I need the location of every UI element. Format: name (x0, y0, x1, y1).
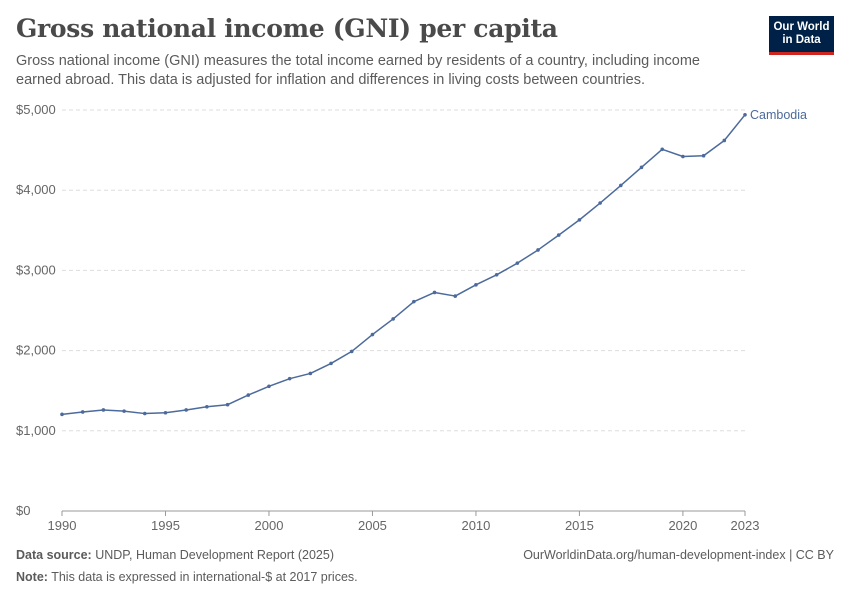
data-point (701, 153, 706, 158)
data-point (536, 248, 540, 252)
data-point (329, 361, 333, 366)
data-point (743, 113, 747, 117)
logo-line-1: Our World (773, 21, 830, 33)
data-point (412, 299, 416, 304)
data-point (639, 165, 644, 170)
data-point (205, 404, 209, 409)
data-point (80, 410, 85, 414)
y-tick-label: $4,000 (16, 182, 56, 197)
data-point (370, 332, 375, 337)
data-point (619, 183, 623, 188)
data-point (598, 201, 602, 205)
data-point (453, 294, 458, 298)
data-point (267, 384, 271, 389)
data-point (101, 408, 106, 412)
note-text: This data is expressed in international-… (51, 570, 358, 584)
data-point (556, 233, 561, 237)
data-source: Data source: UNDP, Human Development Rep… (16, 548, 334, 562)
data-source-link[interactable]: UNDP, Human Development Report (2025) (95, 548, 334, 562)
data-point (142, 411, 147, 416)
data-point (225, 402, 230, 407)
y-tick-label: $2,000 (16, 343, 56, 358)
y-tick-label: $5,000 (16, 102, 56, 117)
owid-logo[interactable]: Our World in Data (769, 16, 834, 55)
data-point (494, 273, 499, 277)
y-tick-label: $3,000 (16, 262, 56, 277)
chart-note: Note: This data is expressed in internat… (16, 570, 358, 584)
data-point (660, 147, 665, 152)
logo-line-2: in Data (782, 34, 821, 46)
x-tick-label: 2020 (668, 518, 697, 533)
data-point (246, 393, 251, 397)
data-point (681, 154, 685, 159)
chart-subtitle: Gross national income (GNI) measures the… (16, 53, 700, 88)
x-tick-label: 2015 (565, 518, 594, 533)
y-tick-label: $0 (16, 503, 30, 518)
data-point (391, 317, 395, 321)
data-point (184, 408, 188, 412)
data-point (722, 138, 727, 143)
data-point (474, 283, 478, 287)
y-tick-label: $1,000 (16, 423, 56, 438)
data-point (515, 261, 520, 265)
data-point (349, 349, 354, 354)
x-tick-label: 2000 (255, 518, 284, 533)
note-label: Note: (16, 570, 48, 584)
x-tick-label: 2010 (461, 518, 490, 533)
x-tick-label: 1990 (48, 518, 77, 533)
line-chart: $0 $1,000 $2,000 $3,000 $4,000 $5,000 1990 1995… (16, 102, 807, 533)
x-tick-label: 2005 (358, 518, 387, 533)
data-point (308, 371, 313, 376)
url-license-link[interactable]: OurWorldinData.org/human-development-ind… (523, 548, 834, 562)
data-point (163, 410, 168, 415)
data-source-label: Data source: (16, 548, 92, 562)
data-point (432, 290, 437, 295)
series-line (61, 114, 746, 416)
data-point (122, 409, 126, 413)
data-point (577, 218, 582, 222)
data-point (287, 376, 292, 381)
x-tick-label: 1995 (151, 518, 180, 533)
x-tick-label: 2023 (731, 518, 760, 533)
data-point (60, 412, 64, 417)
chart-title: Gross national income (GNI) per capita (16, 14, 558, 43)
series-label: Cambodia (750, 108, 807, 122)
